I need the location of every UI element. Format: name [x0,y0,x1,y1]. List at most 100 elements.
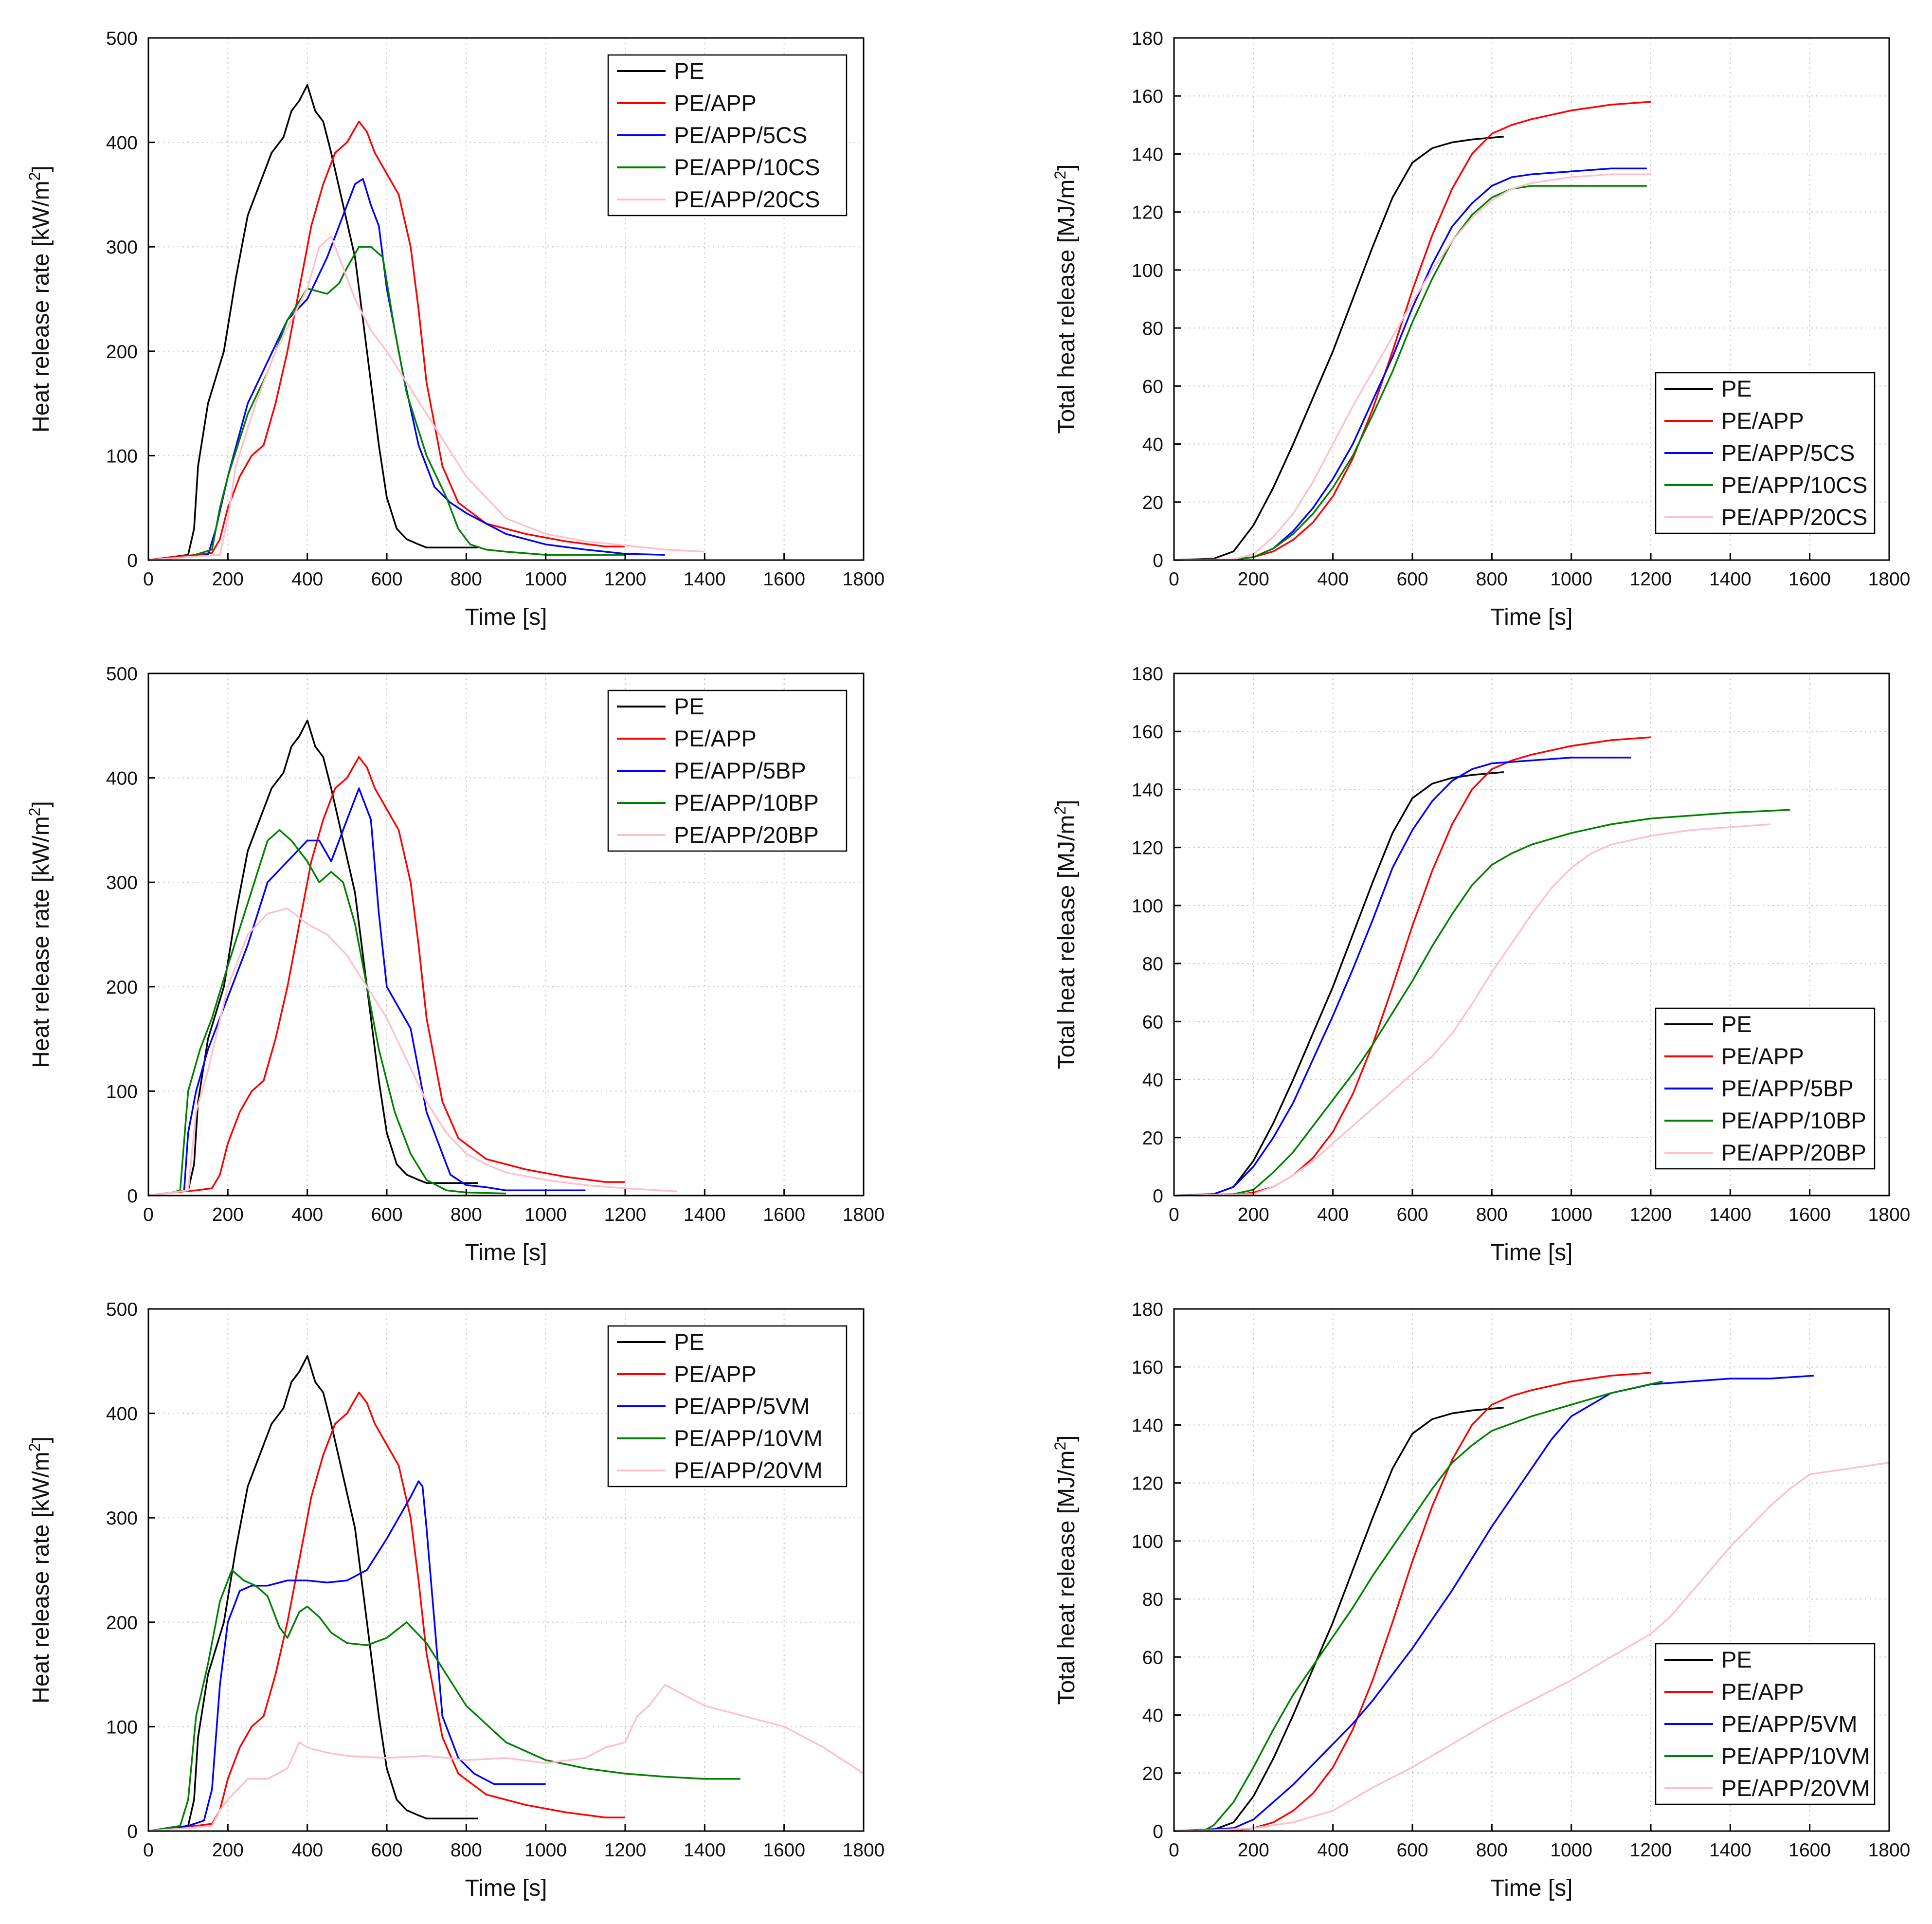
x-tick-label: 600 [371,1204,402,1225]
legend-label: PE [674,58,704,84]
x-tick-label: 600 [371,1840,402,1861]
x-tick-label: 1800 [843,1840,885,1861]
x-tick-label: 1600 [1788,569,1831,590]
y-tick-label: 500 [106,1299,138,1320]
x-tick-label: 200 [1238,569,1269,590]
y-tick-label: 0 [1153,550,1163,571]
x-tick-label: 1200 [604,569,647,590]
series-line-4 [148,829,506,1197]
x-tick-label: 200 [1238,1840,1269,1861]
series-line-4 [148,1569,740,1832]
y-tick-label: 40 [1142,1070,1163,1091]
y-tick-label: 200 [106,1613,138,1634]
x-tick-label: 0 [143,1840,154,1861]
y-tick-label: 120 [1132,1473,1163,1494]
y-axis-title-text: Total heat release [MJ/m [1054,1451,1080,1705]
legend-label: PE/APP/10CS [1721,472,1867,498]
chart-panel-6: 0 200 400 600 800 1000 1200 1400 1600 1800 0 20 40 60… [1051,1299,1910,1901]
y-axis-title-superscript: 2 [1051,806,1069,815]
series-line-5 [148,908,677,1197]
y-tick-label: 0 [127,1821,138,1842]
y-tick-label: 300 [106,872,138,893]
y-tick-label: 0 [1153,1821,1163,1842]
y-tick-label: 140 [1132,1415,1163,1436]
x-tick-label: 400 [1317,569,1349,590]
y-tick-label: 140 [1132,144,1163,165]
y-tick-label: 300 [106,1508,138,1529]
legend-label: PE/APP/5BP [1721,1075,1854,1101]
series-line-2 [148,1391,625,1832]
y-tick-label: 100 [1132,896,1163,917]
x-tick-label: 1400 [684,1840,726,1861]
plot-frame [147,672,865,1197]
x-tick-label: 1200 [604,1204,647,1225]
series-line-2 [148,756,625,1197]
x-tick-label: 800 [451,569,482,590]
y-axis-title-superscript: 2 [26,808,43,817]
y-tick-label: 0 [127,550,138,571]
y-tick-label: 60 [1142,376,1163,397]
series-line-5 [148,1684,864,1832]
y-axis-title-superscript: 2 [26,1443,43,1452]
y-axis-title-close: ] [1054,1435,1080,1441]
legend-label: PE/APP [1721,1679,1804,1705]
series-line-3 [148,1480,546,1832]
y-tick-label: 160 [1132,1357,1163,1378]
y-axis-title: Heat release rate [kW/m2] [26,801,54,1068]
legend-label: PE/APP/20BP [674,822,819,848]
series-line-1 [148,1355,478,1832]
y-tick-label: 200 [106,977,138,998]
y-tick-label: 160 [1132,86,1163,107]
x-tick-label: 400 [1317,1204,1349,1225]
x-tick-label: 600 [1396,569,1428,590]
y-axis-title-superscript: 2 [26,172,43,181]
y-axis-title-text: Heat release rate [kW/m [28,181,54,433]
x-tick-label: 1800 [843,1204,885,1225]
x-tick-label: 0 [1169,1840,1179,1861]
legend-label: PE/APP [674,90,757,116]
plot-frame [147,37,865,561]
series-line-2 [148,120,625,561]
legend-label: PE/APP/10VM [674,1425,823,1451]
y-tick-label: 120 [1132,838,1163,859]
x-axis-title: Time [s] [1491,1875,1573,1901]
x-tick-label: 1000 [524,1840,567,1861]
series-line-3 [1174,757,1631,1197]
y-tick-label: 60 [1142,1647,1163,1668]
y-tick-label: 20 [1142,1763,1163,1784]
legend: PE PE/APP PE/APP/5VM PE/APP/10VM PE/APP/20VM [1655,1643,1876,1805]
x-tick-label: 1400 [684,1204,726,1225]
y-tick-label: 0 [127,1186,138,1207]
y-tick-label: 400 [106,1404,138,1425]
x-tick-label: 1000 [1550,569,1592,590]
legend-label: PE/APP/10BP [674,790,819,816]
x-tick-label: 1600 [763,1204,805,1225]
series-line-5 [1174,1462,1890,1832]
y-tick-label: 20 [1142,492,1163,513]
x-tick-label: 1400 [1709,1204,1751,1225]
x-tick-label: 600 [1396,1840,1428,1861]
x-tick-label: 1800 [1868,1840,1911,1861]
series-line-4 [1174,185,1647,561]
y-axis-title-close: ] [28,165,54,172]
x-axis-title: Time [s] [465,604,547,630]
y-axis-title-text: Total heat release [MJ/m [1054,180,1080,434]
series-line-1 [1174,771,1504,1197]
y-axis-title: Heat release rate [kW/m2] [26,165,54,433]
x-tick-label: 0 [1169,1204,1179,1225]
y-tick-label: 140 [1132,780,1163,800]
x-tick-label: 800 [451,1204,482,1225]
y-tick-label: 0 [1153,1186,1163,1207]
x-tick-label: 1000 [524,569,567,590]
legend-label: PE [1721,1647,1752,1672]
legend-label: PE/APP [674,726,757,751]
x-tick-label: 1600 [763,569,805,590]
x-tick-label: 1400 [1709,569,1751,590]
legend-label: PE/APP [1721,408,1804,434]
y-tick-label: 100 [106,1717,138,1738]
x-tick-label: 800 [1476,569,1508,590]
y-tick-label: 180 [1132,1299,1163,1320]
x-tick-label: 600 [1396,1204,1428,1225]
y-tick-label: 180 [1132,664,1163,685]
y-tick-label: 80 [1142,1589,1163,1610]
